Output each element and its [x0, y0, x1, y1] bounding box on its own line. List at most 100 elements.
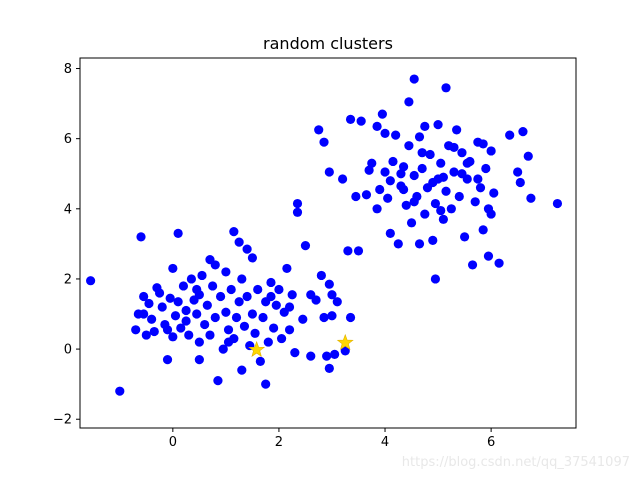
data-point-70 — [290, 348, 300, 358]
data-point-44 — [229, 227, 239, 237]
data-point-9 — [149, 326, 159, 337]
data-point-5 — [139, 291, 149, 302]
data-point-49 — [239, 321, 250, 331]
data-point-24 — [186, 274, 196, 284]
data-point-158 — [356, 116, 366, 126]
data-point-110 — [393, 239, 403, 249]
y-tick-label: 2 — [64, 272, 72, 287]
data-point-8 — [147, 314, 157, 324]
data-point-154 — [523, 151, 533, 161]
data-point-116 — [406, 218, 417, 228]
data-point-105 — [380, 167, 390, 177]
data-point-96 — [139, 309, 149, 319]
data-point-114 — [404, 97, 414, 107]
data-point-165 — [409, 74, 419, 84]
data-point-69 — [287, 290, 297, 300]
data-point-1 — [115, 386, 125, 396]
data-point-61 — [266, 277, 276, 288]
data-point-41 — [223, 325, 234, 335]
data-point-89 — [194, 355, 204, 365]
data-point-161 — [337, 174, 348, 184]
data-point-155 — [526, 193, 536, 203]
data-point-115 — [404, 141, 414, 151]
data-point-47 — [237, 365, 247, 375]
data-point-4 — [136, 232, 146, 242]
data-point-148 — [489, 188, 499, 198]
data-point-151 — [513, 167, 523, 177]
data-point-72 — [298, 314, 308, 324]
data-point-84 — [327, 290, 337, 300]
data-point-37 — [215, 291, 226, 302]
x-tick-label: 6 — [487, 435, 495, 450]
data-point-163 — [314, 125, 324, 135]
data-point-79 — [324, 279, 334, 289]
data-point-188 — [436, 205, 446, 216]
data-point-176 — [438, 172, 448, 182]
data-point-185 — [420, 121, 430, 131]
x-tick-label: 2 — [275, 435, 283, 450]
data-point-78 — [322, 351, 332, 361]
data-point-18 — [173, 228, 183, 238]
data-point-29 — [197, 270, 207, 281]
data-point-6 — [141, 330, 151, 340]
data-point-27 — [194, 337, 204, 347]
data-point-141 — [470, 197, 480, 207]
data-point-90 — [162, 325, 173, 335]
data-point-187 — [462, 158, 472, 168]
data-point-162 — [324, 167, 334, 177]
data-point-76 — [316, 270, 326, 281]
data-point-85 — [330, 349, 340, 359]
data-point-175 — [417, 148, 427, 158]
data-point-46 — [234, 297, 244, 307]
data-point-19 — [173, 297, 183, 307]
data-point-100 — [292, 198, 303, 209]
data-point-92 — [242, 244, 252, 254]
data-point-12 — [157, 302, 167, 312]
points-layer — [86, 74, 563, 396]
data-point-128 — [436, 158, 446, 168]
data-point-170 — [414, 239, 425, 249]
x-tick-label: 4 — [381, 435, 389, 450]
data-point-39 — [221, 307, 231, 317]
data-point-166 — [441, 83, 451, 93]
data-point-180 — [428, 177, 438, 188]
data-point-77 — [319, 312, 329, 323]
data-point-167 — [353, 246, 364, 256]
data-point-189 — [398, 184, 409, 195]
data-point-64 — [274, 284, 284, 295]
data-point-107 — [385, 176, 395, 186]
data-point-53 — [247, 253, 258, 263]
y-tick-label: 0 — [64, 343, 72, 358]
data-point-23 — [184, 330, 194, 340]
data-point-102 — [372, 204, 382, 214]
data-point-144 — [478, 225, 488, 235]
data-point-94 — [266, 291, 276, 302]
data-point-16 — [168, 332, 178, 342]
data-point-133 — [449, 167, 459, 177]
data-point-136 — [457, 148, 467, 158]
data-point-67 — [282, 263, 292, 274]
data-point-130 — [441, 186, 451, 196]
data-point-119 — [414, 132, 425, 142]
data-point-32 — [205, 330, 215, 340]
data-point-22 — [181, 305, 191, 316]
data-point-68 — [284, 325, 295, 335]
data-point-140 — [467, 260, 478, 270]
data-point-86 — [324, 363, 334, 373]
data-point-93 — [284, 302, 295, 312]
data-point-143 — [475, 183, 486, 193]
data-point-129 — [438, 214, 448, 224]
data-point-101 — [367, 158, 377, 168]
data-point-184 — [380, 128, 390, 138]
star-marker-1 — [336, 333, 354, 350]
data-point-160 — [351, 191, 361, 202]
data-point-164 — [319, 137, 329, 147]
data-point-0 — [86, 276, 96, 286]
data-point-171 — [483, 251, 494, 261]
data-point-104 — [377, 109, 387, 119]
data-point-157 — [345, 114, 356, 124]
data-point-30 — [200, 319, 210, 330]
data-point-177 — [457, 169, 467, 179]
data-point-178 — [473, 174, 483, 184]
